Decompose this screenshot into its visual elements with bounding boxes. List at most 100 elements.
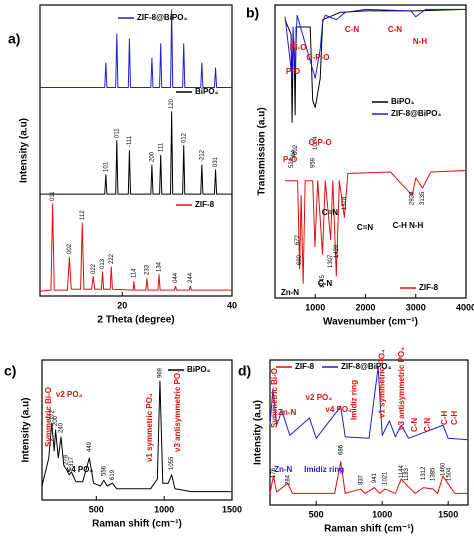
spectrum-line — [285, 170, 467, 284]
annotation: 690 — [297, 254, 303, 265]
y-axis-title: Transmission (a.u) — [257, 107, 268, 195]
annotation: 044 — [173, 272, 179, 283]
x-tick-label: 1000 — [372, 509, 392, 519]
x-axis-title: Raman shift (cm⁻¹) — [324, 524, 414, 535]
annotation: 111 — [158, 142, 164, 152]
annotation: 524 — [289, 157, 295, 168]
annotation: ν2 PO₄ — [56, 390, 83, 399]
annotation: 200 — [53, 415, 59, 426]
x-tick-label: 1500 — [222, 504, 242, 514]
panel-label: d) — [238, 363, 251, 379]
legend-label: ZIF-8@BiPO₄ — [137, 13, 187, 22]
annotation: 134 — [157, 261, 163, 272]
annotation: Imidiz ring — [350, 380, 359, 420]
x-tick-label: 500 — [309, 509, 324, 519]
annotation: 1460 — [440, 462, 446, 476]
annotation: 969 — [158, 367, 164, 378]
plot-frame — [39, 4, 233, 297]
annotation: 837 — [358, 474, 364, 485]
annotation: 1307 — [328, 254, 334, 268]
annotation: Zn-N — [274, 465, 292, 474]
annotation: C-H — [440, 411, 449, 425]
x-axis-title: Wavenumber (cm⁻¹) — [323, 317, 418, 328]
annotation: -111 — [127, 135, 133, 147]
annotation: C-H — [450, 411, 459, 425]
annotation: O-P-O — [309, 138, 332, 147]
annotation: C-N — [423, 418, 432, 432]
annotation: 012 — [181, 132, 187, 143]
annotation: 1145 — [320, 274, 326, 288]
annotation: 172 — [49, 409, 55, 420]
annotation: 941 — [372, 472, 378, 483]
annotation: 011 — [50, 191, 56, 201]
annotation: ν1 symmetric PO₄ — [145, 393, 154, 462]
annotation: 002 — [67, 243, 73, 254]
annotation: 112 — [80, 210, 86, 220]
legend-label: BiPO₄ — [195, 87, 219, 96]
annotation: ν4 PO₄ — [67, 465, 94, 474]
annotation: 1021 — [383, 471, 389, 485]
annotation: 031 — [213, 156, 219, 167]
annotation: 1183 — [404, 467, 410, 481]
annotation: 1144 — [399, 464, 405, 478]
annotation: 1055 — [169, 456, 175, 470]
x-axis-title: Raman shift (cm⁻¹) — [92, 519, 182, 530]
x-tick-label: 4000 — [456, 302, 474, 312]
annotation: 449 — [87, 441, 93, 452]
annotation: -212 — [199, 149, 205, 162]
annotation: Imidiz ring — [304, 465, 344, 474]
x-tick-label: 500 — [89, 504, 104, 514]
annotation: C-N — [318, 279, 332, 288]
annotation: C=N — [322, 208, 338, 217]
spectrum-line — [284, 8, 467, 123]
x-tick-label: 2000 — [355, 302, 375, 312]
annotation: ν4 PO₄ — [325, 405, 352, 414]
annotation: 022 — [91, 263, 97, 274]
annotation: 284 — [285, 474, 291, 485]
spectrum-line — [41, 380, 232, 493]
spectrum-line — [39, 203, 232, 292]
legend-label: ZIF-8@BiPO₄ — [341, 362, 391, 371]
plot-frame — [274, 4, 467, 299]
annotation: 1578 — [342, 196, 348, 210]
annotation: O-P-O — [306, 53, 329, 62]
annotation: N-H — [413, 37, 427, 46]
legend-label: ZIF-8@BiPO₄ — [391, 109, 441, 118]
x-tick-label: 3000 — [406, 302, 426, 312]
legend-label: ZIF-8 — [195, 200, 215, 209]
spectrum-line — [269, 461, 468, 494]
annotation: Symmetric Bi-O — [44, 387, 53, 447]
annotation: 120 — [169, 98, 175, 109]
annotation: C-H N-H — [393, 221, 424, 230]
annotation: 233 — [145, 264, 151, 275]
annotation: 278 — [64, 454, 70, 465]
annotation: 222 — [109, 253, 115, 264]
annotation: C=N — [357, 223, 373, 232]
annotation: C-N — [345, 25, 359, 34]
panel-label: b) — [246, 5, 259, 21]
annotation: P-O — [286, 67, 300, 76]
annotation: 556 — [101, 465, 107, 476]
annotation: 1004 — [313, 136, 319, 150]
annotation: P-O — [283, 155, 297, 164]
annotation: 176 — [271, 467, 277, 478]
annotation: 686 — [338, 444, 344, 455]
annotation: 602 — [293, 144, 299, 155]
annotation: ν3 antisymmetric PO₄ — [397, 347, 406, 430]
y-axis-title: Intensity (a.u) — [253, 400, 264, 465]
y-axis-title: Intensity (a.u) — [19, 118, 30, 183]
annotation: 317 — [69, 456, 75, 467]
annotation: 011 — [114, 128, 120, 138]
annotation: 1420 — [334, 244, 340, 258]
legend-label: BiPO₄ — [391, 97, 415, 106]
y-axis-title: Intensity (a.u) — [21, 397, 32, 462]
annotation: ν1 symmetric PO₄ — [377, 349, 386, 418]
annotation: 1504 — [446, 467, 452, 481]
annotation: 672 — [295, 234, 301, 245]
plot-frame — [41, 359, 233, 501]
annotation: C-N — [388, 25, 402, 34]
x-tick-label: 20 — [117, 300, 127, 310]
annotation: 619 — [110, 469, 116, 480]
annotation: 1385 — [431, 467, 437, 481]
